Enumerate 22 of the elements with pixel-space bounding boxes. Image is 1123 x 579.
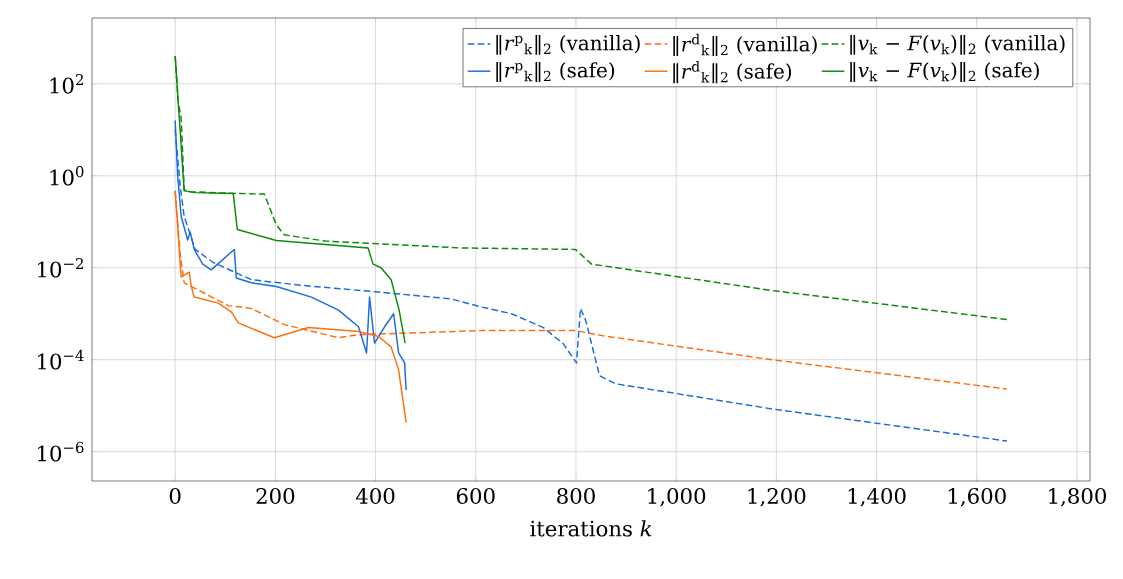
- legend-label: ‖r$^{d}$$_{k}$‖$_{2}$ (safe): [673, 60, 792, 84]
- y-tick-label: 10$^{−4}$: [38, 349, 84, 370]
- y-tick-label: 10$^{−2}$: [38, 257, 83, 278]
- x-tick-label: 1,200: [748, 487, 806, 507]
- x-tick-label: 400: [355, 487, 395, 504]
- x-tick-label: 800: [557, 487, 595, 504]
- x-tick-label: 1,800: [1049, 487, 1106, 507]
- legend-label: ‖r$^{d}$$_{k}$‖$_{2}$ (vanilla): [673, 33, 817, 56]
- text: ‖v$_{k}$ − F(v$_{k}$)‖$_{2}$ (safe): [850, 62, 1039, 82]
- y-tick-label: 10$^{0}$: [50, 165, 84, 186]
- x-tick-label: 1,600: [948, 487, 1006, 507]
- y-tick-label: 10$^{2}$: [50, 73, 83, 94]
- x-axis-title: iterations k: [530, 520, 652, 537]
- x-tick-label: 0: [169, 487, 181, 504]
- y-tick-label: 10$^{−6}$: [38, 441, 84, 462]
- x-tick-label: 200: [256, 487, 295, 504]
- text: ‖v$_{k}$ − F(v$_{k}$)‖$_{2}$ (vanilla): [850, 34, 1065, 55]
- legend-label: ‖r$^{p}$$_{k}$‖$_{2}$ (vanilla): [496, 34, 640, 55]
- x-tick-label: 600: [456, 487, 495, 504]
- x-tick-label: 1,400: [848, 487, 906, 507]
- legend-label: ‖r$^{p}$$_{k}$‖$_{2}$ (safe): [496, 62, 615, 82]
- x-tick-label: 1,000: [648, 487, 706, 507]
